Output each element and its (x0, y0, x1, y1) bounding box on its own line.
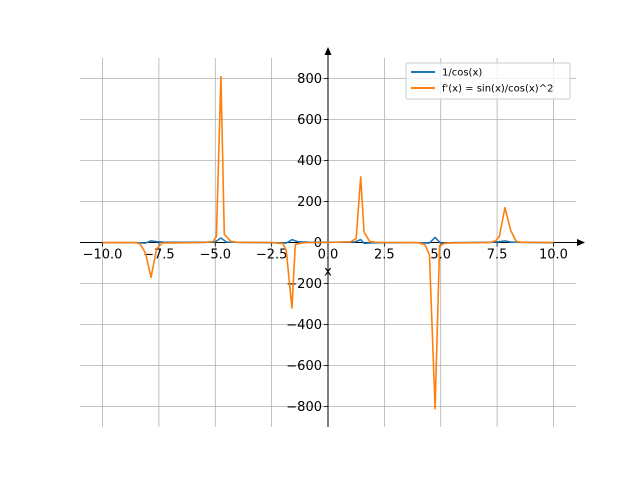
x-tick-label-5: 2.5 (374, 248, 395, 263)
x-tick-label-0: −10.0 (83, 248, 123, 263)
x-tick-label-3: −2.5 (256, 248, 288, 263)
legend: 1/cos(x) f'(x) = sin(x)/cos(x)^2 (405, 62, 571, 100)
y-tick-label-0: −800 (286, 400, 322, 415)
x-tick-label-6: 5.0 (430, 248, 451, 263)
legend-label-derivative: f'(x) = sin(x)/cos(x)^2 (442, 84, 553, 95)
x-tick-label-4: 0.0 (318, 248, 339, 263)
ticks: −10.0 −7.5 −5.0 −2.5 0.0 2.5 5.0 7.5 10.0 −800 −60… (83, 72, 568, 415)
x-tick-label-8: 10.0 (539, 248, 568, 263)
x-axis-arrow-icon (577, 239, 585, 246)
x-tick-label-2: −5.0 (199, 248, 231, 263)
x-tick-label-7: 7.5 (487, 248, 508, 263)
y-tick-label-3: −200 (286, 277, 322, 292)
y-tick-label-4: 0 (314, 236, 322, 251)
y-tick-label-6: 400 (297, 154, 322, 169)
y-tick-label-8: 800 (297, 72, 322, 87)
x-tick-label-1: −7.5 (143, 248, 175, 263)
series-line-1 (102, 75, 554, 410)
y-axis-arrow-icon (324, 47, 332, 55)
y-tick-label-5: 200 (297, 195, 322, 210)
axes (80, 47, 585, 427)
x-axis-label: x (324, 265, 332, 280)
y-tick-label-2: −400 (286, 318, 322, 333)
y-tick-label-7: 600 (297, 113, 322, 128)
series (102, 75, 554, 410)
y-tick-label-1: −600 (286, 359, 322, 374)
legend-label-1-cos-x: 1/cos(x) (442, 68, 482, 79)
legend-box (405, 62, 571, 100)
